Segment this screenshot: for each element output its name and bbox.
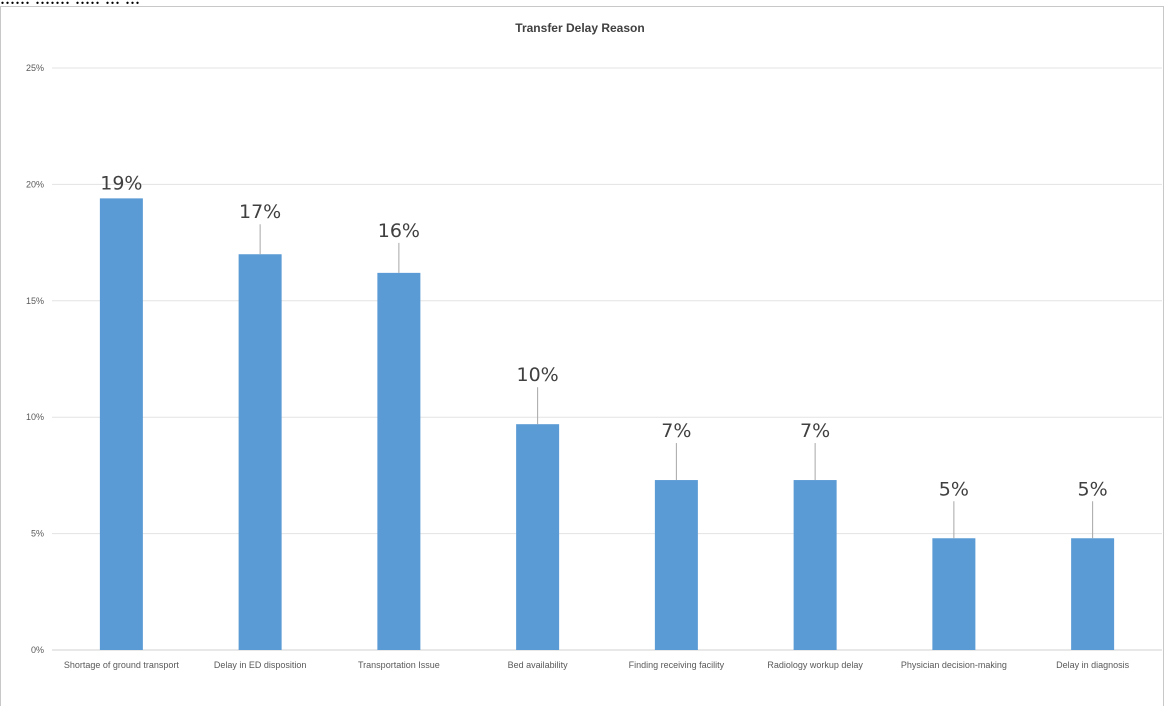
- y-tick-label: 5%: [31, 529, 44, 539]
- bar: [932, 538, 976, 650]
- data-label: 7%: [800, 420, 830, 442]
- data-label-leaders: [259, 224, 1094, 539]
- data-label: 7%: [661, 420, 691, 442]
- chart-frame: [0, 6, 1164, 706]
- y-axis-ticks: 0% 5% 10% 15% 20% 25%: [26, 63, 44, 655]
- bar: [516, 424, 560, 650]
- x-tick-label: Delay in diagnosis: [1056, 660, 1130, 670]
- bars: [99, 198, 1115, 651]
- data-label: 5%: [1078, 478, 1108, 500]
- x-tick-label: Finding receiving facility: [629, 660, 725, 670]
- bar: [1071, 538, 1115, 650]
- x-tick-label: Bed availability: [508, 660, 569, 670]
- bar: [793, 480, 837, 650]
- data-label: 5%: [939, 478, 969, 500]
- x-axis-ticks: Shortage of ground transport Delay in ED …: [64, 660, 1130, 670]
- data-label: 16%: [378, 220, 420, 242]
- bar: [99, 198, 143, 651]
- y-tick-label: 20%: [26, 179, 44, 189]
- data-labels: 19% 17% 16% 10% 7% 7% 5% 5%: [100, 172, 1107, 500]
- chart-title: Transfer Delay Reason: [515, 21, 644, 35]
- gridlines: [52, 67, 1162, 651]
- caption-fragment: ...... ....... ..... ... ...: [0, 0, 140, 10]
- data-label: 10%: [517, 364, 559, 386]
- x-tick-label: Transportation Issue: [358, 660, 440, 670]
- x-tick-label: Shortage of ground transport: [64, 660, 180, 670]
- y-tick-label: 0%: [31, 645, 44, 655]
- bar: [377, 272, 421, 650]
- data-label: 19%: [100, 172, 142, 194]
- bar: [238, 254, 282, 651]
- y-tick-label: 15%: [26, 296, 44, 306]
- x-tick-label: Physician decision-making: [901, 660, 1007, 670]
- y-tick-label: 25%: [26, 63, 44, 73]
- data-label: 17%: [239, 201, 281, 223]
- y-tick-label: 10%: [26, 412, 44, 422]
- x-tick-label: Radiology workup delay: [767, 660, 863, 670]
- bar: [654, 480, 698, 650]
- x-tick-label: Delay in ED disposition: [214, 660, 307, 670]
